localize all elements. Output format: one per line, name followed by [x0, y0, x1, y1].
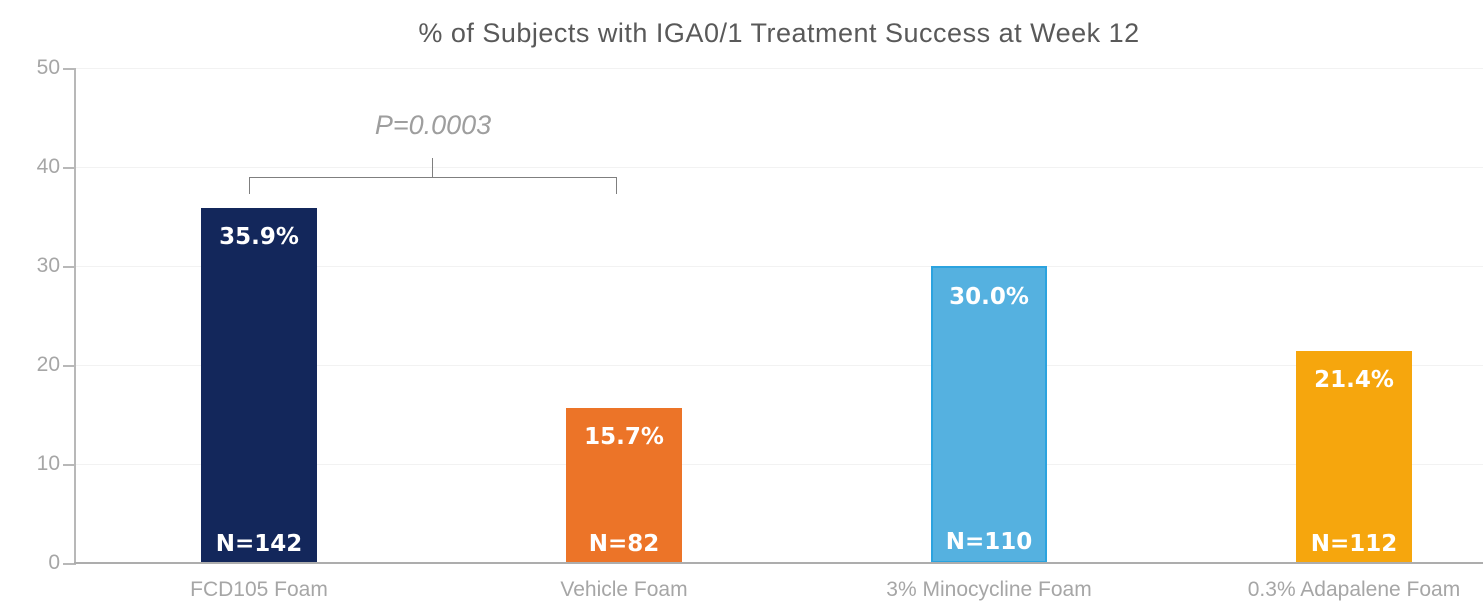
gridline	[75, 266, 1483, 267]
bar: 35.9% N=142	[201, 208, 317, 563]
bar: 15.7% N=82	[566, 408, 682, 563]
x-axis-category-label: 3% Minocycline Foam	[886, 578, 1092, 601]
bar-n-label: N=82	[588, 531, 660, 557]
bracket-horizontal-line	[249, 177, 617, 178]
bracket-right-tick	[616, 177, 617, 194]
bar-n-label: N=112	[1310, 531, 1398, 557]
gridline	[75, 167, 1483, 168]
gridline	[75, 464, 1483, 465]
x-axis-category-label: FCD105 Foam	[190, 578, 328, 601]
y-tick-label: 30	[36, 254, 60, 277]
y-tick-mark	[63, 563, 76, 565]
bracket-left-tick	[249, 177, 250, 194]
gridline	[75, 365, 1483, 366]
bar: 30.0% N=110	[931, 266, 1047, 563]
bar-value-label: 30.0%	[949, 284, 1029, 310]
chart-title: % of Subjects with IGA0/1 Treatment Succ…	[418, 18, 1140, 48]
y-tick-mark	[63, 365, 76, 367]
bar-value-label: 35.9%	[219, 224, 299, 250]
bar-value-label: 15.7%	[584, 424, 664, 450]
y-tick-label: 50	[36, 56, 60, 79]
bar-value-label: 21.4%	[1314, 367, 1394, 393]
bar-n-label: N=142	[215, 531, 303, 557]
y-tick-label: 10	[36, 452, 60, 475]
x-axis-category-label: Vehicle Foam	[560, 578, 688, 601]
x-axis-category-label: 0.3% Adapalene Foam	[1247, 578, 1461, 601]
y-tick-label: 0	[48, 551, 60, 574]
y-tick-mark	[63, 167, 76, 169]
y-tick-mark	[63, 464, 76, 466]
x-axis-line	[74, 562, 1483, 564]
bracket-center-tick	[432, 158, 433, 177]
gridline	[75, 68, 1483, 69]
y-axis-line	[74, 68, 76, 565]
y-tick-label: 40	[36, 155, 60, 178]
y-tick-mark	[63, 68, 76, 70]
y-tick-mark	[63, 266, 76, 268]
p-value-label: P=0.0003	[374, 110, 492, 140]
y-tick-label: 20	[36, 353, 60, 376]
bar: 21.4% N=112	[1296, 351, 1412, 563]
bar-n-label: N=110	[945, 529, 1033, 555]
